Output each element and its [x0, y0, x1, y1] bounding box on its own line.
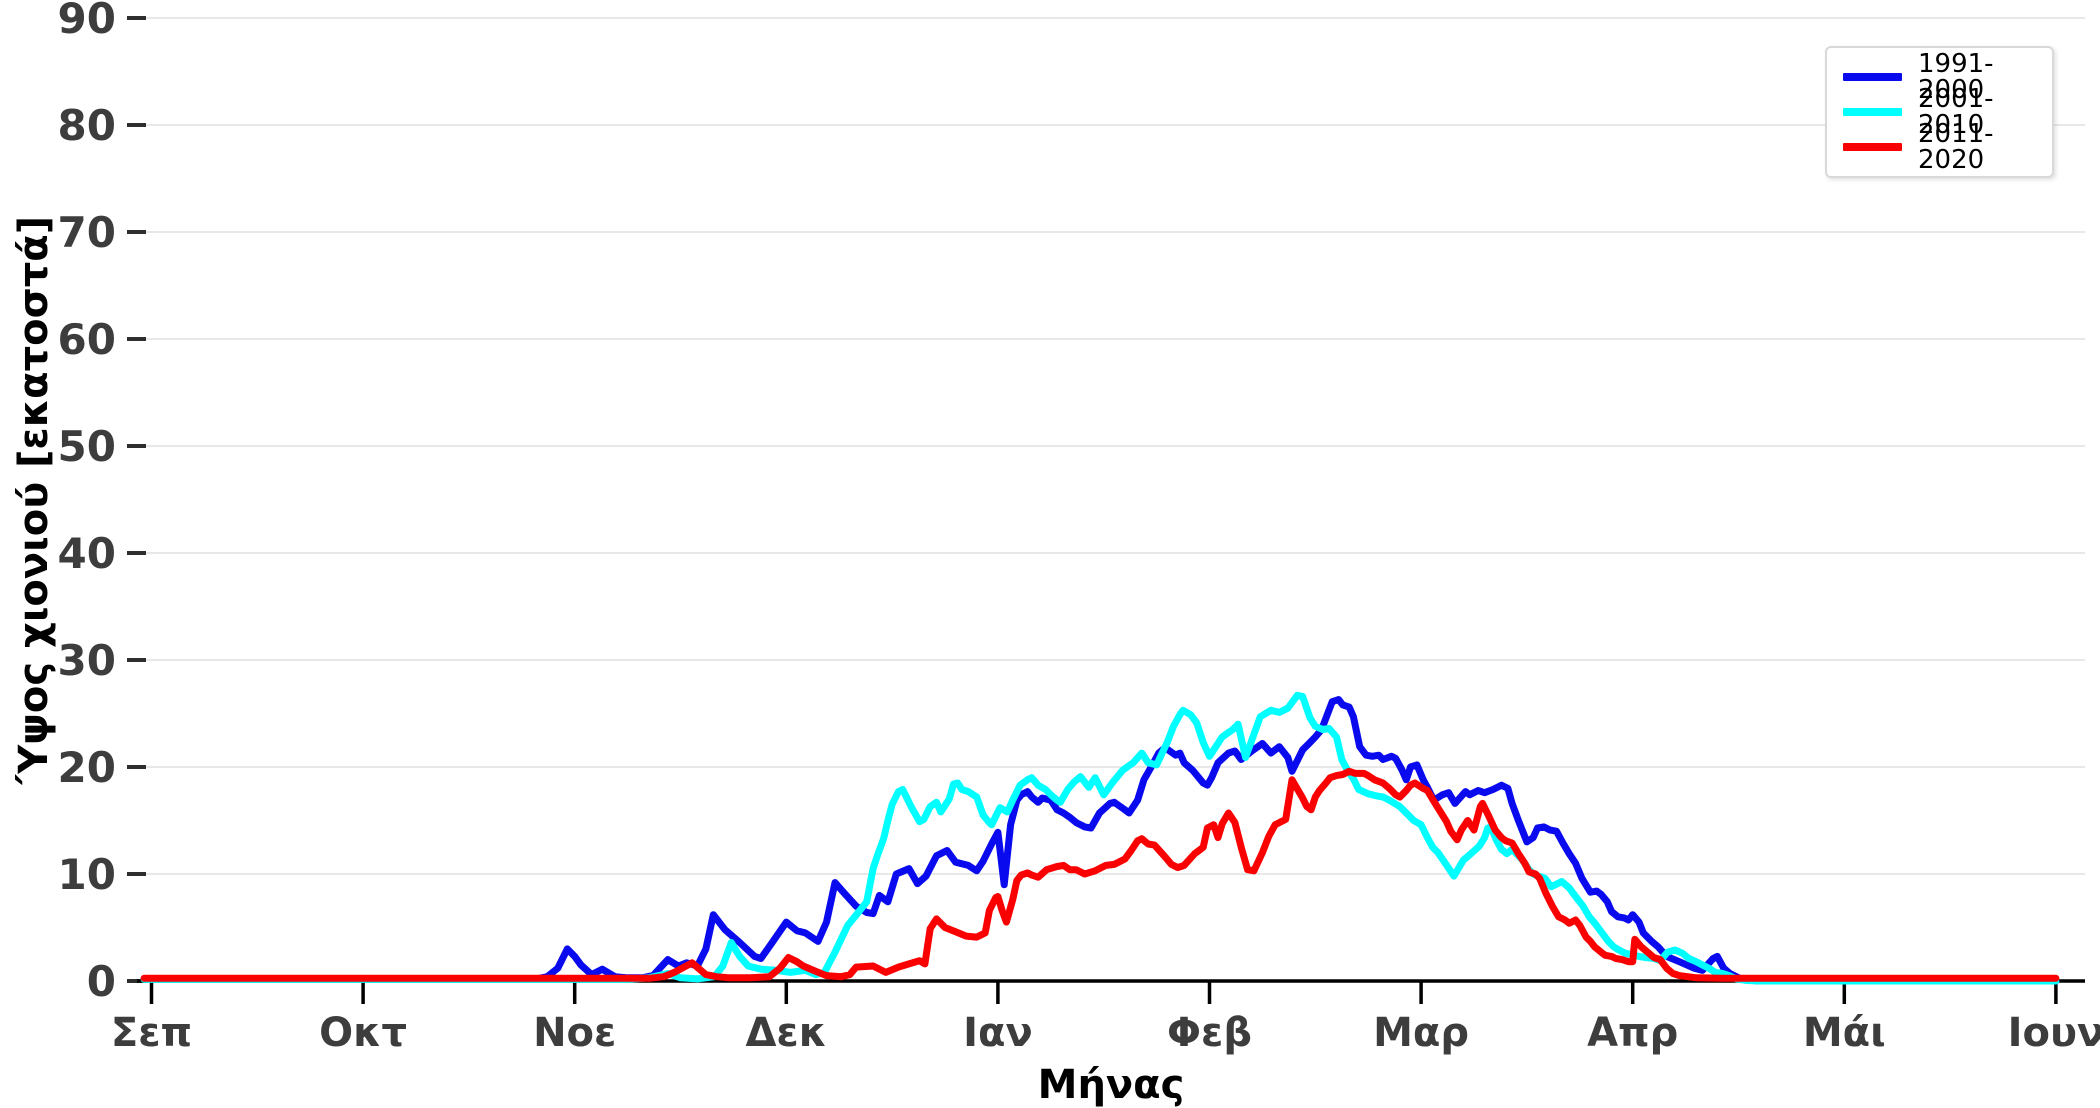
legend-swatch-blue: [1843, 73, 1902, 81]
y-tick-label-10: 10: [58, 850, 116, 899]
y-tick-label-40: 40: [58, 529, 116, 578]
y-tick-label-90: 90: [58, 0, 116, 43]
y-tick-label-30: 30: [58, 636, 116, 685]
x-tick-label-Σεπ: Σεπ: [111, 1010, 192, 1056]
x-tick-label-Μαρ: Μαρ: [1373, 1010, 1469, 1056]
x-axis-title: Μήνας: [1037, 1062, 1185, 1108]
y-tick-label-50: 50: [58, 422, 116, 471]
x-tick-label-Νοε: Νοε: [533, 1010, 616, 1056]
series-line-1991-2000: [140, 696, 2060, 985]
x-tick-label-Φεβ: Φεβ: [1167, 1010, 1252, 1056]
x-tick-label-Απρ: Απρ: [1587, 1010, 1678, 1056]
y-tick-label-80: 80: [58, 101, 116, 150]
x-tick-label-Ιαν: Ιαν: [963, 1010, 1033, 1056]
legend-item-2011-2020: 2011-2020: [1843, 121, 2038, 173]
legend-swatch-red: [1843, 143, 1902, 151]
legend-label: 2001-2010: [1918, 84, 1994, 140]
legend-item-1991-2000: 1991-2000: [1843, 51, 2038, 103]
x-tick-label-Οκτ: Οκτ: [319, 1010, 407, 1056]
series-line-2001-2010: [140, 691, 2060, 985]
y-tick-label-20: 20: [58, 743, 116, 792]
y-tick-label-0: 0: [87, 957, 116, 1006]
series-line-2011-2020: [140, 767, 2060, 982]
x-tick-label-Μάι: Μάι: [1803, 1010, 1886, 1056]
legend: 1991-2000 2001-2010 2011-2020: [1825, 46, 2054, 178]
legend-swatch-cyan: [1843, 108, 1902, 116]
y-tick-label-60: 60: [58, 315, 116, 364]
y-tick-label-70: 70: [58, 208, 116, 257]
legend-item-2001-2010: 2001-2010: [1843, 86, 2038, 138]
legend-label: 1991-2000: [1918, 49, 1994, 105]
y-axis-title: Ύψος χιονιού [εκατοστά]: [11, 215, 57, 785]
x-tick-label-Δεκ: Δεκ: [745, 1010, 827, 1056]
x-tick-label-Ιουν: Ιουν: [2008, 1010, 2100, 1056]
legend-label: 2011-2020: [1918, 119, 1994, 175]
